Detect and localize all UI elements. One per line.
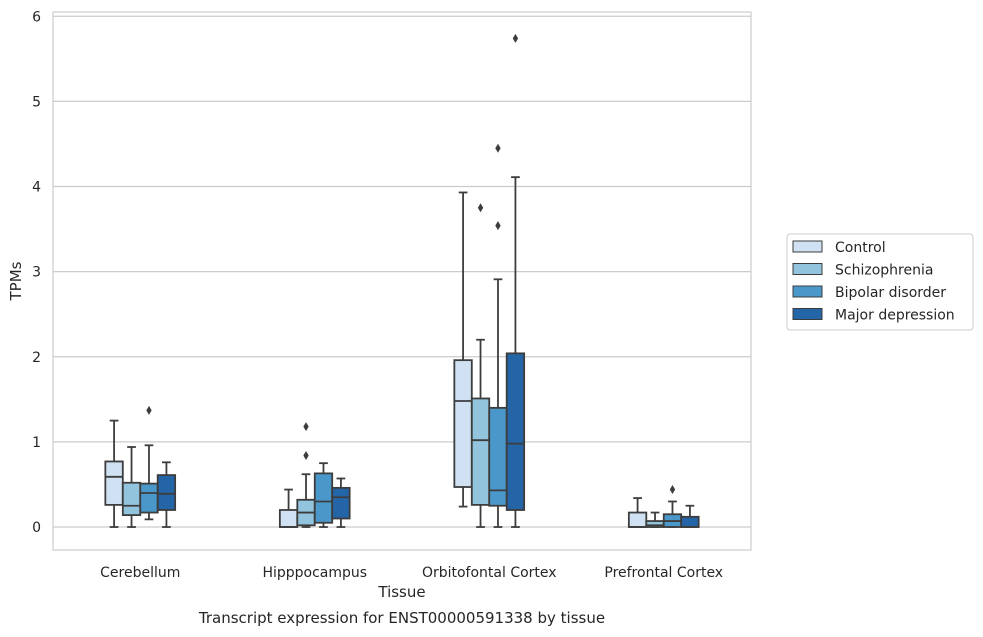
box-iqr: [453, 359, 473, 488]
box-group: [680, 504, 700, 528]
legend-label: Bipolar disorder: [835, 285, 946, 301]
box-iqr: [139, 482, 159, 514]
legend-label: Schizophrenia: [835, 263, 933, 279]
y-tick-label: 3: [32, 265, 41, 281]
x-tick-label: Prefrontal Cortex: [604, 565, 723, 581]
box-iqr: [627, 511, 648, 528]
box-iqr: [505, 352, 526, 511]
chart-caption: Transcript expression for ENST0000059133…: [198, 609, 605, 627]
box-groups: [104, 33, 700, 528]
legend-swatch: [792, 285, 823, 298]
box-group: [313, 462, 334, 528]
y-tick-label: 2: [32, 350, 41, 366]
outlier-point: [146, 405, 152, 415]
y-tick-label: 5: [32, 94, 41, 110]
box-group: [627, 497, 648, 528]
box-iqr: [104, 460, 124, 506]
y-gridlines: [53, 15, 751, 528]
y-tick-label: 1: [32, 435, 41, 451]
y-axis-label: TPMs: [7, 261, 25, 301]
outlier-point: [669, 485, 676, 495]
y-tick-labels: 0 1 2 3 4 5 6: [32, 9, 41, 536]
legend-label: Major depression: [835, 308, 955, 324]
box-iqr: [156, 474, 177, 511]
outlier-point: [512, 33, 519, 43]
box-group: [156, 461, 177, 528]
y-tick-label: 0: [32, 520, 41, 536]
outlier-point: [495, 221, 501, 231]
x-axis-label: Tissue: [377, 583, 425, 601]
box-iqr: [331, 486, 351, 520]
box-group: [331, 477, 351, 528]
box-group: [104, 419, 124, 528]
box-iqr: [121, 481, 142, 516]
legend-frame: [786, 233, 974, 331]
x-tick-label: Hipppocampus: [262, 565, 367, 581]
x-tick-label: Cerebellum: [100, 565, 180, 581]
box-group: [505, 33, 526, 528]
box-group: [296, 422, 316, 528]
legend: Control Schizophrenia Bipolar disorder Majo…: [786, 233, 974, 331]
box-iqr: [470, 397, 491, 506]
box-group: [121, 446, 142, 528]
outlier-point: [303, 451, 309, 461]
box-iqr: [313, 472, 334, 524]
box-group: [453, 191, 473, 508]
box-iqr: [680, 515, 700, 528]
outlier-point: [495, 143, 501, 153]
y-tick-label: 6: [32, 9, 41, 25]
outlier-point: [477, 203, 484, 213]
box-group: [662, 485, 683, 528]
outlier-point: [303, 422, 309, 432]
legend-swatch: [792, 263, 823, 275]
x-tick-labels: Cerebellum Hipppocampus Orbitofontal Corte…: [100, 565, 723, 581]
y-tick-label: 4: [32, 180, 41, 196]
legend-swatch: [792, 308, 823, 320]
legend-label: Control: [835, 240, 886, 256]
box-iqr: [278, 509, 299, 528]
legend-swatch: [792, 240, 823, 253]
box-group: [470, 203, 491, 528]
plot-background: [53, 12, 751, 550]
x-tick-label: Orbitofontal Cortex: [422, 565, 557, 581]
plot-frame: [52, 11, 752, 551]
